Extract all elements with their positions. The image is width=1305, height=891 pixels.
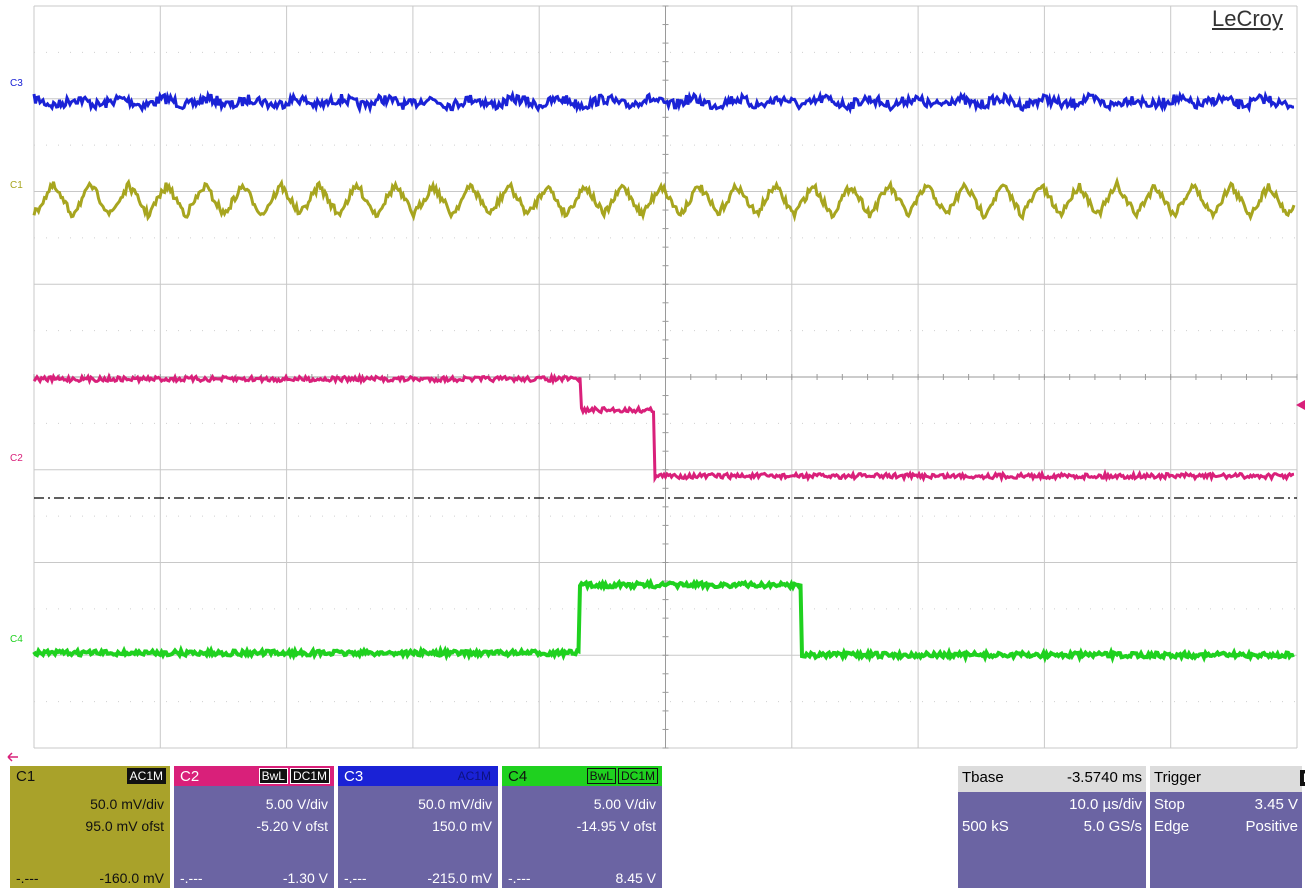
volts-per-div: 5.00 V/div bbox=[265, 796, 328, 812]
time-per-div: 10.0 µs/div bbox=[1069, 796, 1142, 813]
bandwidth-limit-badge: BwL bbox=[258, 768, 288, 784]
sample-count: 500 kS bbox=[962, 818, 1009, 835]
measurement-dash: -.--- bbox=[16, 870, 39, 886]
cursor-reading: -160.0 mV bbox=[99, 870, 164, 886]
trigger-position-arrow bbox=[7, 752, 18, 762]
trigger-type: Edge bbox=[1154, 818, 1190, 835]
sample-rate: 5.0 GS/s bbox=[1083, 818, 1142, 835]
coupling-badge: AC1M bbox=[454, 768, 494, 784]
trigger-level: 3.45 V bbox=[1254, 796, 1298, 813]
channel-3-marker[interactable]: C3 bbox=[10, 78, 23, 89]
channel-4-panel[interactable]: C4 BwL DC1M 5.00 V/div -14.95 V ofst -.--… bbox=[502, 766, 662, 888]
trigger-label: Trigger bbox=[1154, 769, 1201, 786]
cursor-reading: -215.0 mV bbox=[427, 870, 492, 886]
offset: -5.20 V ofst bbox=[256, 818, 328, 834]
channel-1-trace bbox=[32, 176, 1296, 223]
measurement-dash: -.--- bbox=[344, 870, 367, 886]
channel-3-panel[interactable]: C3 AC1M 50.0 mV/div 150.0 mV -.--- -215.… bbox=[338, 766, 498, 888]
trigger-slope: Positive bbox=[1245, 818, 1298, 835]
channel-1-label: C1 bbox=[16, 768, 36, 785]
measurement-dash: -.--- bbox=[180, 870, 203, 886]
channel-1-marker[interactable]: C1 bbox=[10, 180, 23, 191]
trigger-mode: Stop bbox=[1154, 796, 1185, 813]
channel-2-marker[interactable]: C2 bbox=[10, 453, 23, 464]
timebase-delay: -3.5740 ms bbox=[1066, 769, 1142, 786]
timebase-label: Tbase bbox=[962, 769, 1004, 786]
trigger-level-marker bbox=[1296, 400, 1305, 410]
cursor-reading: -1.30 V bbox=[282, 870, 328, 886]
trigger-coupling-badge: DC bbox=[1300, 770, 1305, 786]
channel-3-trace bbox=[32, 89, 1295, 115]
offset: 150.0 mV bbox=[432, 818, 492, 834]
volts-per-div: 50.0 mV/div bbox=[90, 796, 164, 812]
volts-per-div: 5.00 V/div bbox=[593, 796, 656, 812]
channel-1-panel[interactable]: C1 AC1M 50.0 mV/div 95.0 mV ofst -.--- -… bbox=[10, 766, 170, 888]
coupling-badge: AC1M bbox=[126, 768, 166, 784]
coupling-badge: DC1M bbox=[617, 768, 658, 784]
offset: -14.95 V ofst bbox=[576, 818, 656, 834]
brand-logo: LeCroy bbox=[1212, 6, 1283, 31]
offset: 95.0 mV ofst bbox=[85, 818, 164, 834]
coupling-badge: DC1M bbox=[289, 768, 330, 784]
channel-4-trace bbox=[32, 577, 1295, 664]
channel-2-label: C2 bbox=[180, 768, 200, 785]
waveform-traces bbox=[32, 89, 1296, 664]
channel-3-label: C3 bbox=[344, 768, 364, 785]
channel-2-trace bbox=[32, 371, 1295, 484]
timebase-panel[interactable]: Tbase -3.5740 ms 10.0 µs/div 500 kS 5.0 … bbox=[958, 766, 1146, 888]
channel-4-label: C4 bbox=[508, 768, 528, 785]
channel-2-panel[interactable]: C2 BwL DC1M 5.00 V/div -5.20 V ofst -.---… bbox=[174, 766, 334, 888]
cursor-reading: 8.45 V bbox=[615, 870, 656, 886]
measurement-dash: -.--- bbox=[508, 870, 531, 886]
trigger-panel[interactable]: Trigger C2DC Stop 3.45 V Edge Positive bbox=[1150, 766, 1305, 888]
volts-per-div: 50.0 mV/div bbox=[418, 796, 492, 812]
bandwidth-limit-badge: BwL bbox=[586, 768, 616, 784]
channel-4-marker[interactable]: C4 bbox=[10, 634, 23, 645]
